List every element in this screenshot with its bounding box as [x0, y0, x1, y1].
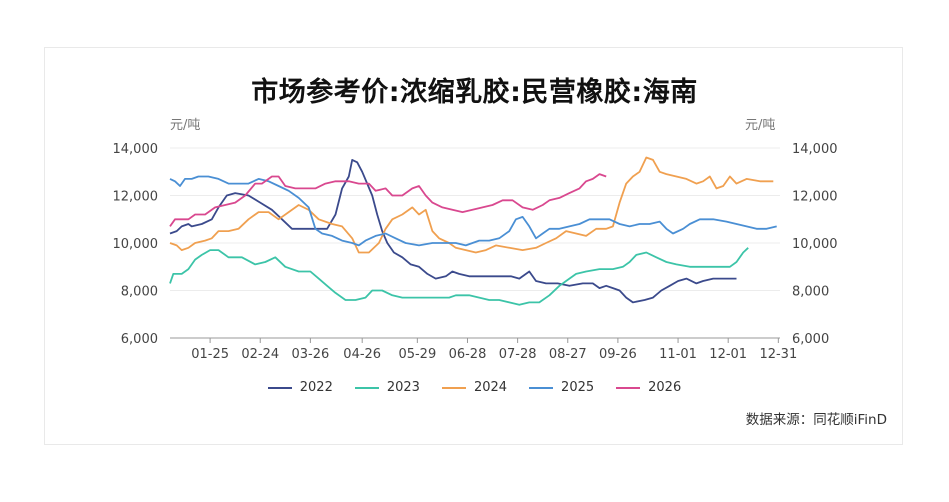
- x-tick-label: 02-24: [241, 347, 279, 362]
- legend-item-2026[interactable]: 2026: [616, 380, 681, 395]
- series-line-2024: [169, 156, 774, 254]
- y-tick-label-right: 12,000: [792, 190, 838, 205]
- series-line-2025: [169, 175, 777, 247]
- legend-item-2024[interactable]: 2024: [441, 380, 508, 395]
- y-tick-label-right: 8,000: [792, 285, 829, 300]
- legend-swatch: [441, 386, 466, 389]
- y-tick-label-left: 6,000: [121, 332, 158, 347]
- x-tick-label: 08-27: [549, 347, 587, 362]
- series-line-2026: [169, 173, 607, 227]
- legend-item-2023[interactable]: 2023: [354, 380, 420, 395]
- legend-swatch: [267, 386, 292, 389]
- legend-item-2025[interactable]: 2025: [529, 380, 594, 395]
- x-tick-label: 01-25: [191, 347, 229, 362]
- series-line-2023: [169, 247, 749, 306]
- right-axis-unit: 元/吨: [745, 118, 776, 133]
- series-line-2022: [169, 158, 737, 304]
- x-tick-label: 03-26: [291, 347, 329, 362]
- legend-swatch: [616, 386, 641, 389]
- legend-label: 2024: [473, 380, 508, 395]
- y-tick-label-left: 10,000: [113, 237, 159, 252]
- chart-card: [44, 47, 903, 445]
- legend-item-2022[interactable]: 2022: [267, 380, 333, 395]
- legend-label: 2026: [648, 380, 682, 395]
- y-tick-label-right: 6,000: [792, 332, 829, 347]
- x-tick-label: 12-31: [759, 347, 797, 362]
- legend-swatch: [529, 386, 554, 389]
- x-tick-label: 05-29: [398, 347, 436, 362]
- x-tick-label: 09-26: [599, 347, 637, 362]
- x-tick-label: 07-28: [499, 347, 537, 362]
- legend-label: 2025: [561, 380, 595, 395]
- y-tick-label-right: 10,000: [792, 237, 838, 252]
- x-tick-label: 11-01: [659, 347, 697, 362]
- legend-label: 2023: [386, 380, 420, 395]
- left-axis-unit: 元/吨: [170, 118, 201, 133]
- chart-title: 市场参考价:浓缩乳胶:民营橡胶:海南: [251, 77, 698, 108]
- data-source: 数据来源：同花顺iFinD: [745, 412, 887, 428]
- x-tick-label: 12-01: [709, 347, 747, 362]
- y-tick-label-left: 14,000: [113, 142, 159, 157]
- x-tick-label: 06-28: [449, 347, 487, 362]
- legend-label: 2022: [299, 380, 333, 395]
- y-tick-label-left: 8,000: [121, 285, 158, 300]
- y-tick-label-right: 14,000: [792, 142, 838, 157]
- legend: 2022 2023 2024 2025 2026: [0, 380, 949, 395]
- y-tick-label-left: 12,000: [113, 190, 159, 205]
- legend-swatch: [354, 386, 379, 389]
- x-tick-label: 04-26: [343, 347, 381, 362]
